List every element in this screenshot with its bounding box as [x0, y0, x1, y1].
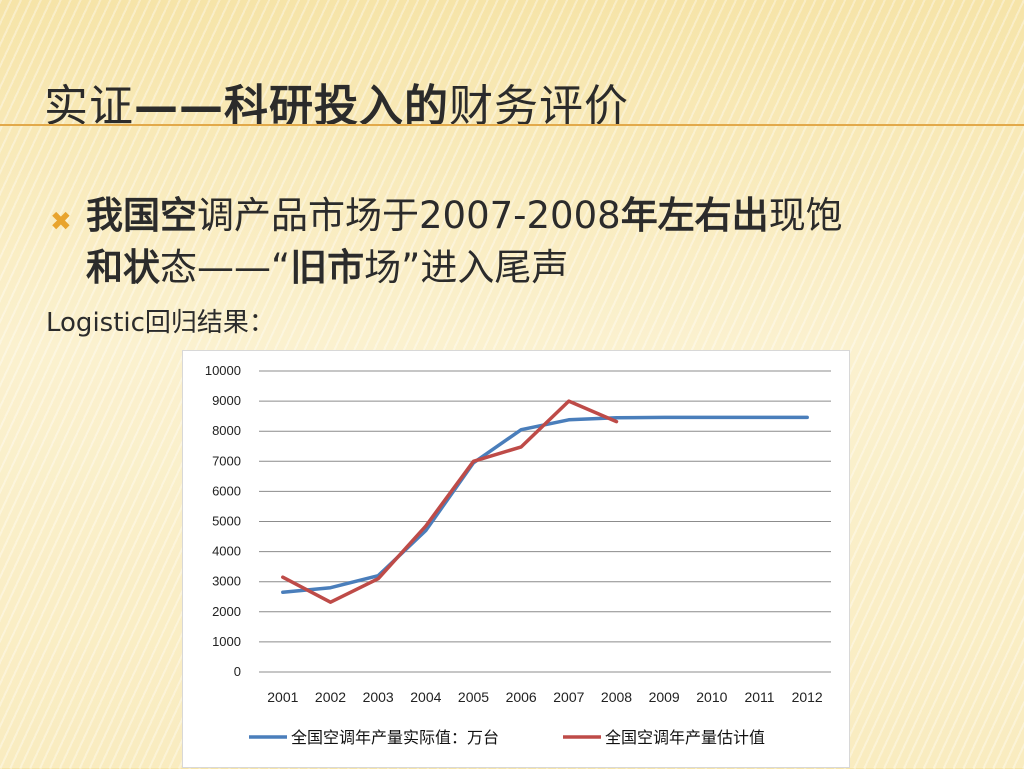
bullet-seg-7: 旧市 — [290, 246, 365, 289]
x-tick-label: 2010 — [696, 689, 727, 705]
y-tick-label: 7000 — [212, 453, 241, 468]
regression-subtitle: Logistic回归结果： — [46, 308, 275, 338]
bullet-seg-4: 现饱 — [768, 194, 843, 237]
title-part-1: 实证 — [44, 81, 134, 132]
y-tick-label: 6000 — [212, 483, 241, 498]
slide-title: 实证——科研投入的财务评价 — [44, 70, 629, 134]
x-tick-label: 2004 — [410, 689, 441, 705]
bullet-seg-3: 年左右出 — [620, 194, 769, 237]
y-tick-labels: 0 1000 2000 3000 4000 5000 6000 7000 8000 9000 100… — [205, 363, 241, 679]
y-tick-label: 4000 — [212, 544, 241, 559]
chart-svg: 0 1000 2000 3000 4000 5000 6000 7000 8000 9000 100… — [205, 363, 831, 747]
y-tick-label: 3000 — [212, 574, 241, 589]
bullet-seg-1: 我国空 — [86, 194, 197, 237]
x-tick-label: 2011 — [744, 689, 774, 705]
x-tick-label: 2008 — [601, 689, 632, 705]
bullet-seg-8: 场”进入尾声 — [364, 246, 569, 289]
series-lines — [281, 399, 809, 604]
x-tick-label: 2009 — [649, 689, 680, 705]
title-underline — [0, 124, 1024, 126]
x-tick-label: 2012 — [792, 689, 823, 705]
x-tick-label: 2007 — [553, 689, 584, 705]
y-tick-label: 1000 — [212, 634, 241, 649]
legend: 全国空调年产量实际值：万台 全国空调年产量估计值 — [249, 728, 765, 747]
y-tick-label: 2000 — [212, 604, 241, 619]
x-bullet-icon: ✖ — [50, 207, 72, 237]
x-tick-label: 2006 — [506, 689, 537, 705]
gridlines — [259, 370, 831, 673]
y-tick-label: 8000 — [212, 423, 241, 438]
title-part-2: ——科研投入的 — [134, 81, 449, 132]
x-tick-label: 2001 — [267, 689, 298, 705]
legend-label: 全国空调年产量实际值：万台 — [291, 728, 499, 747]
bullet-seg-6: 态——“ — [160, 246, 291, 289]
line-chart: 0 1000 2000 3000 4000 5000 6000 7000 8000 9000 100… — [182, 350, 850, 768]
y-tick-label: 9000 — [212, 393, 241, 408]
x-tick-label: 2003 — [363, 689, 394, 705]
y-tick-label: 5000 — [212, 514, 241, 529]
x-tick-label: 2002 — [315, 689, 346, 705]
bullet-seg-2: 调产品市场于2007-2008 — [197, 194, 621, 237]
series-line-2 — [281, 399, 619, 604]
series-line-1 — [281, 415, 809, 594]
title-part-3: 财务评价 — [449, 81, 629, 132]
y-tick-label: 0 — [234, 664, 241, 679]
bullet-point: ✖ 我国空调产品市场于2007-2008年左右出现饱和状态——“旧市场”进入尾声 — [50, 190, 1000, 294]
y-tick-label: 10000 — [205, 363, 241, 378]
x-tick-label: 2005 — [458, 689, 489, 705]
bullet-seg-5: 和状 — [86, 246, 160, 289]
x-tick-labels: 2001 2002 2003 2004 2005 2006 2007 2008 2009 2010… — [267, 689, 823, 705]
bullet-text: 我国空调产品市场于2007-2008年左右出现饱和状态——“旧市场”进入尾声 — [86, 190, 1000, 294]
legend-label: 全国空调年产量估计值 — [605, 728, 765, 747]
